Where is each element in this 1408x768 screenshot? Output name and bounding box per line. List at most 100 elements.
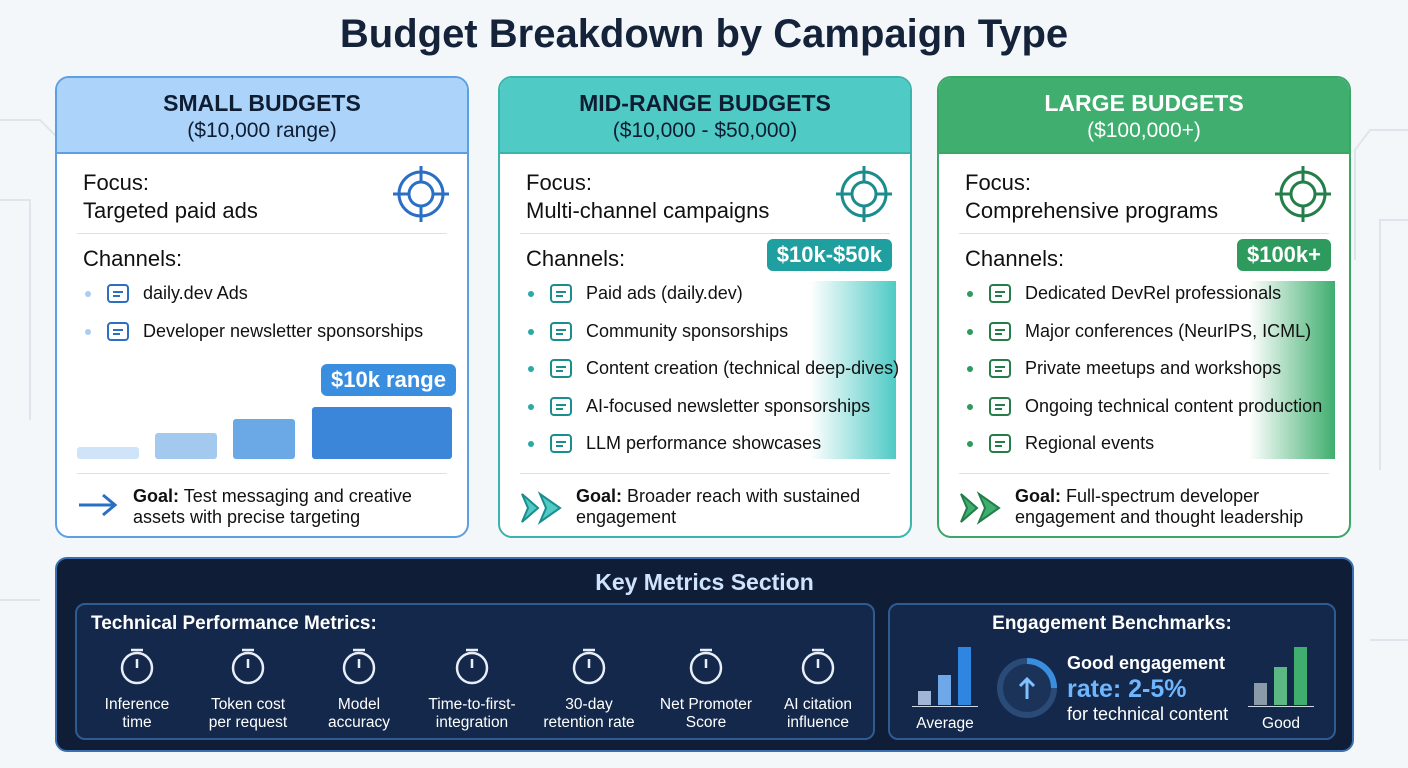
metric-icon (117, 647, 157, 692)
goal-text: Broader reach with sustained engagement (576, 486, 861, 527)
engagement-note: for technical content (1067, 704, 1229, 724)
card-header: SMALL BUDGETS ($10,000 range) (57, 78, 467, 154)
technical-title: Technical Performance Metrics: (91, 613, 377, 634)
decor-bar (918, 691, 931, 705)
goal-icon (959, 490, 1003, 531)
metrics-title: Key Metrics Section (595, 569, 814, 595)
card-header: LARGE BUDGETS ($100,000+) (939, 78, 1349, 154)
separator (520, 473, 890, 474)
bullet (967, 291, 973, 297)
metric-label: Model accuracy (327, 696, 391, 731)
goal-label: Goal: (1015, 486, 1062, 506)
decor-bar (958, 647, 971, 705)
channel-icon (987, 319, 1013, 350)
channel-icon (548, 431, 574, 462)
channel-highlight (810, 281, 896, 459)
metric-icon (798, 647, 838, 692)
channel-item: Community sponsorships (586, 320, 789, 341)
channel-icon (987, 281, 1013, 312)
channel-icon (105, 319, 131, 350)
separator (959, 473, 1329, 474)
goal: Goal: Broader reach with sustained engag… (576, 486, 886, 528)
channels-label: Channels: (83, 246, 183, 271)
bullet (85, 291, 91, 297)
focus-icon (1273, 164, 1333, 229)
channel-icon (548, 319, 574, 350)
metric-icon (339, 647, 379, 692)
bullet (528, 328, 534, 335)
decor-bar (155, 433, 217, 459)
channel-item: Dedicated DevRel professionals (1025, 283, 1282, 303)
bullet (967, 328, 973, 335)
channel-icon (987, 356, 1013, 387)
bullet (967, 403, 973, 410)
decor-bar (938, 675, 951, 705)
channel-item: AI-focused newsletter sponsorships (586, 395, 871, 416)
metric-icon (228, 647, 268, 692)
goal-icon (520, 490, 564, 531)
metric-icon (686, 647, 726, 692)
decor-bar (1274, 667, 1287, 705)
average-label: Average (916, 715, 974, 732)
budget-card: MID-RANGE BUDGETS ($10,000 - $50,000) Focu… (498, 76, 912, 538)
budget-badge: $10k-$50k (766, 239, 892, 271)
channel-item: Developer newsletter sponsorships (143, 320, 424, 341)
channel-item: Private meetups and workshops (1025, 358, 1282, 379)
focus-icon (834, 164, 894, 229)
focus-icon (391, 164, 451, 229)
metric-label: Time-to-first-integration (428, 696, 516, 731)
channel-item: daily.dev Ads (143, 283, 248, 303)
channel-item: Major conferences (NeurIPS, ICML) (1025, 320, 1312, 341)
bullet (528, 291, 534, 297)
channel-icon (548, 356, 574, 387)
metric-icon (452, 647, 492, 692)
axis-line (1248, 706, 1314, 707)
metrics-panel: Key Metrics Section Technical Performance… (55, 557, 1354, 752)
metric-label: 30-day retention rate (543, 696, 635, 731)
metric-label: AI citation influence (783, 696, 853, 731)
metric-label: Net Promoter Score (659, 696, 753, 731)
page-title: Budget Breakdown by Campaign Type (339, 12, 1069, 56)
channel-icon (987, 431, 1013, 462)
engagement-rate: rate: 2-5% (1067, 675, 1187, 703)
card-range: ($10,000 - $50,000) (612, 119, 798, 142)
channel-item: Ongoing technical content production (1025, 395, 1323, 416)
card-range: ($100,000+) (1087, 119, 1201, 142)
budget-badge: $10k range (321, 364, 456, 396)
bullet (528, 403, 534, 410)
decor-bar (1294, 647, 1307, 705)
metric-label: Inference time (104, 696, 170, 731)
decor-bar (233, 419, 295, 459)
channel-icon (105, 281, 131, 312)
channel-item: Content creation (technical deep-dives) (586, 358, 900, 379)
channel-item: Regional events (1025, 433, 1155, 454)
goal: Goal: Test messaging and creative assets… (133, 486, 443, 528)
metric-icon (569, 647, 609, 692)
budget-badge: $100k+ (1236, 239, 1331, 271)
bullet (528, 441, 534, 448)
engagement-title: Engagement Benchmarks: (992, 613, 1232, 634)
metric-label: Token cost per request (208, 696, 288, 731)
separator (77, 473, 447, 474)
channels-label: Channels: (965, 246, 1065, 271)
good-label: Good (1262, 715, 1300, 732)
separator (77, 233, 447, 234)
engagement-headline: Good engagement (1067, 653, 1226, 673)
focus-label: Focus: (526, 170, 593, 195)
separator (959, 233, 1329, 234)
decor-bar (77, 447, 139, 459)
technical-box: Technical Performance Metrics: Inference … (75, 603, 875, 740)
decor-bar (1254, 683, 1267, 705)
card-header: MID-RANGE BUDGETS ($10,000 - $50,000) (500, 78, 910, 154)
budget-card: LARGE BUDGETS ($100,000+) Focus: Comprehens… (937, 76, 1351, 538)
goal: Goal: Full-spectrum developer engagement… (1015, 486, 1325, 528)
channel-highlight (1249, 281, 1335, 459)
card-title: SMALL BUDGETS (163, 90, 361, 116)
bullet (967, 441, 973, 448)
goal-label: Goal: (576, 486, 623, 506)
bullet (528, 366, 534, 373)
bullet (967, 366, 973, 373)
engagement-box: Engagement Benchmarks: Average Good engage… (888, 603, 1336, 740)
separator (520, 233, 890, 234)
